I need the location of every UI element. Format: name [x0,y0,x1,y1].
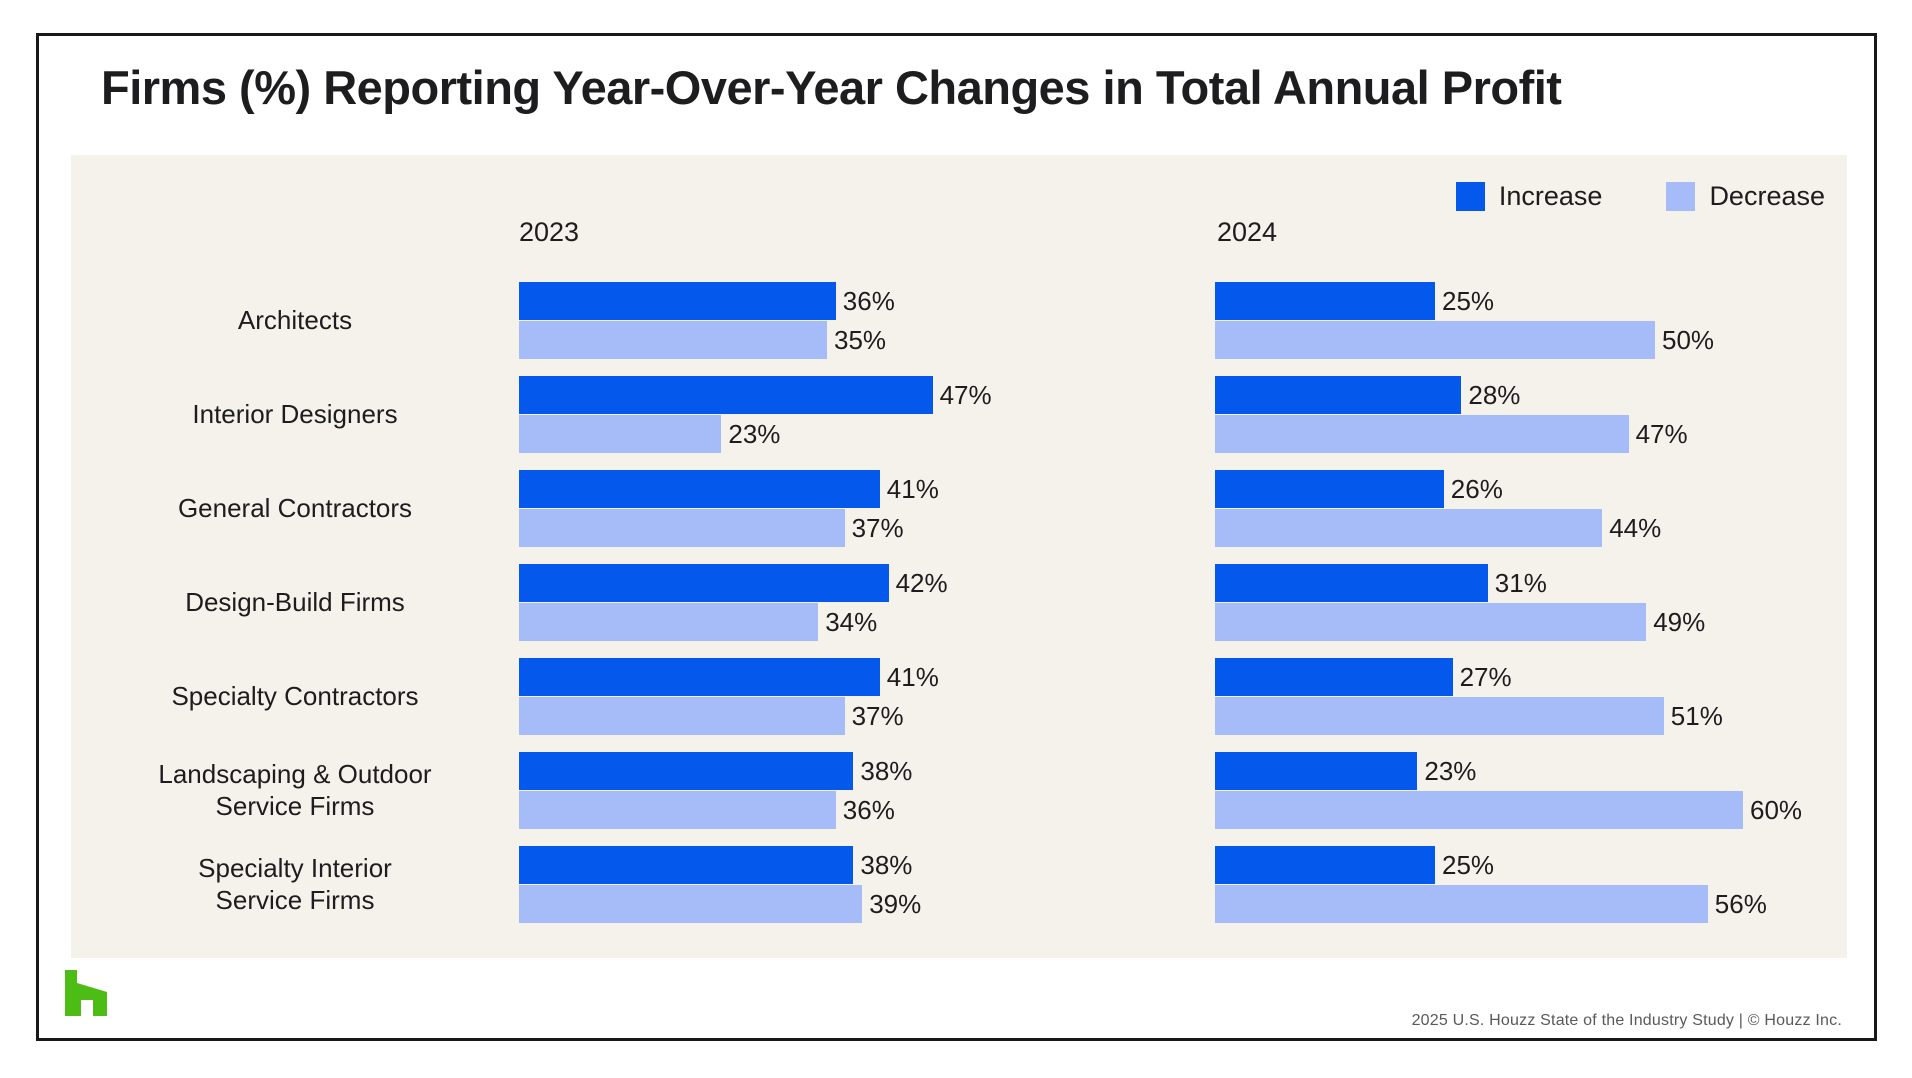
bar-value-label: 35% [834,325,887,355]
page-title: Firms (%) Reporting Year-Over-Year Chang… [101,61,1562,114]
bar-increase-2023 [519,376,933,414]
bar-value-label: 49% [1653,607,1706,637]
category-label: Landscaping & Outdoor Service Firms [158,759,432,821]
bar-value-label: 47% [939,380,992,410]
increase-swatch-icon [1455,182,1485,211]
column-header-2023: 2023 [519,217,580,247]
bar-value-label: 38% [860,850,913,880]
bar-value-label: 36% [842,286,895,316]
bar-increase-2024 [1215,282,1435,320]
bar-increase-2023 [519,282,836,320]
bar-value-label: 37% [851,513,904,543]
bar-value-label: 56% [1714,889,1767,919]
bar-value-label: 39% [869,889,922,919]
bar-value-label: 41% [886,474,939,504]
bar-value-label: 41% [886,662,939,692]
bar-increase-2024 [1215,470,1444,508]
bar-decrease-2023 [519,509,845,547]
category-label: Design-Build Firms [185,586,405,617]
bar-value-label: 47% [1635,419,1688,449]
bar-decrease-2023 [519,415,722,453]
bar-decrease-2023 [519,321,827,359]
bar-value-label: 23% [1424,756,1477,786]
legend-item-decrease: Decrease [1666,181,1825,212]
bar-increase-2024 [1215,564,1488,602]
bar-decrease-2024 [1215,791,1743,829]
bar-value-label: 51% [1670,701,1723,731]
chart-card: Firms (%) Reporting Year-Over-Year Chang… [36,33,1877,1041]
bar-decrease-2024 [1215,603,1647,641]
bar-value-label: 28% [1468,380,1521,410]
bar-increase-2024 [1215,658,1453,696]
bar-decrease-2023 [519,885,863,923]
houzz-logo-icon [65,970,107,1016]
bar-increase-2024 [1215,846,1435,884]
bar-decrease-2024 [1215,885,1708,923]
bar-increase-2023 [519,658,880,696]
bar-value-label: 38% [860,756,913,786]
bar-decrease-2023 [519,603,819,641]
bar-decrease-2024 [1215,321,1655,359]
bar-value-label: 34% [825,607,878,637]
legend-item-increase: Increase [1455,181,1603,212]
legend: Increase Decrease [1455,181,1825,212]
bar-value-label: 60% [1750,795,1803,825]
category-label: General Contractors [177,492,413,523]
bar-value-label: 23% [728,419,781,449]
bar-increase-2023 [519,846,854,884]
chart-panel: Increase Decrease 2023 2024 Architects 36… [71,155,1847,958]
column-header-2024: 2024 [1217,217,1278,247]
legend-decrease-label: Decrease [1709,181,1825,211]
bar-value-label: 50% [1662,325,1715,355]
bar-value-label: 36% [842,795,895,825]
bar-value-label: 26% [1450,474,1503,504]
bar-decrease-2024 [1215,697,1664,735]
category-label: Specialty Interior Service Firms [198,853,392,915]
category-label: Specialty Contractors [171,680,419,711]
bar-decrease-2023 [519,791,836,829]
bar-value-label: 37% [851,701,904,731]
bar-increase-2023 [519,564,889,602]
category-label: Architects [237,304,353,335]
bar-value-label: 44% [1609,513,1662,543]
bar-increase-2023 [519,470,880,508]
bar-increase-2023 [519,752,854,790]
bar-increase-2024 [1215,376,1462,414]
bar-value-label: 25% [1442,850,1495,880]
bar-decrease-2023 [519,697,845,735]
legend-increase-label: Increase [1498,181,1603,211]
decrease-swatch-icon [1666,182,1696,211]
bar-decrease-2024 [1215,415,1629,453]
bar-value-label: 27% [1459,662,1512,692]
bar-decrease-2024 [1215,509,1603,547]
bar-value-label: 31% [1494,568,1547,598]
category-label: Interior Designers [192,398,398,429]
bar-value-label: 25% [1442,286,1495,316]
source-attribution: 2025 U.S. Houzz State of the Industry St… [1411,1012,1842,1029]
bar-value-label: 42% [895,568,948,598]
bar-increase-2024 [1215,752,1418,790]
